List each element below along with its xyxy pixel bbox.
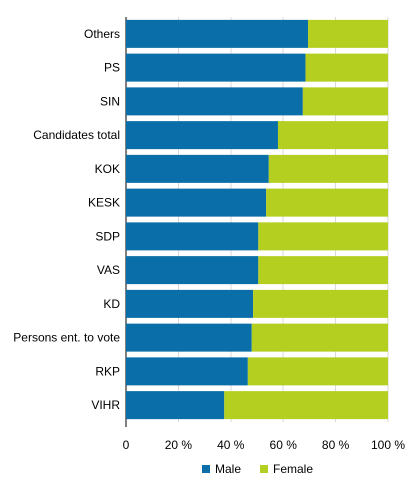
bar-female-6 [258, 222, 388, 251]
bar-female-4 [268, 154, 388, 183]
category-label: SIN [100, 94, 120, 108]
bar-male-6 [126, 222, 259, 251]
legend-swatch-male [202, 465, 210, 473]
category-label: KESK [88, 196, 120, 210]
category-label: Persons ent. to vote [13, 331, 120, 345]
x-tick-label: 80 % [322, 438, 350, 452]
category-label: VIHR [91, 398, 120, 412]
legend: Male Female [202, 462, 313, 476]
category-label: KD [103, 297, 120, 311]
x-tick-label: 40 % [217, 438, 245, 452]
x-tick-label: 60 % [270, 438, 298, 452]
bar-female-8 [253, 289, 388, 318]
bar-male-11 [126, 391, 225, 420]
x-axis-ticks: 0 20 % 40 % 60 % 80 % 100 % [123, 438, 406, 452]
x-tick-label: 0 [123, 438, 130, 452]
bar-female-1 [305, 53, 388, 82]
legend-label-female: Female [273, 462, 313, 476]
bar-male-4 [126, 154, 269, 183]
category-labels: Others PS SIN Candidates total KOK KESK SDP VAS… [13, 27, 120, 412]
bar-female-7 [258, 256, 388, 285]
bar-male-8 [126, 289, 254, 318]
bar-male-2 [126, 87, 303, 116]
category-label: Candidates total [33, 128, 120, 142]
category-label: SDP [95, 229, 120, 243]
legend-label-male: Male [215, 462, 241, 476]
bar-male-1 [126, 53, 306, 82]
bar-male-0 [126, 19, 309, 48]
category-label: Others [84, 27, 120, 41]
category-label: PS [104, 61, 120, 75]
bar-female-5 [266, 188, 388, 217]
bar-female-11 [224, 391, 388, 420]
bar-female-0 [308, 19, 388, 48]
bar-male-9 [126, 323, 252, 352]
grid-lines [125, 17, 389, 427]
bar-female-10 [247, 357, 388, 386]
bar-male-10 [126, 357, 248, 386]
category-label: VAS [97, 263, 120, 277]
legend-swatch-female [260, 465, 268, 473]
category-label: RKP [95, 364, 120, 378]
category-label: KOK [95, 162, 120, 176]
bar-female-9 [251, 323, 388, 352]
bar-male-7 [126, 256, 259, 285]
bar-female-2 [302, 87, 388, 116]
bar-female-3 [277, 121, 388, 150]
bars [126, 19, 388, 420]
bar-male-5 [126, 188, 267, 217]
x-tick-label: 20 % [165, 438, 193, 452]
x-tick-label: 100 % [371, 438, 405, 452]
bar-male-3 [126, 121, 278, 150]
